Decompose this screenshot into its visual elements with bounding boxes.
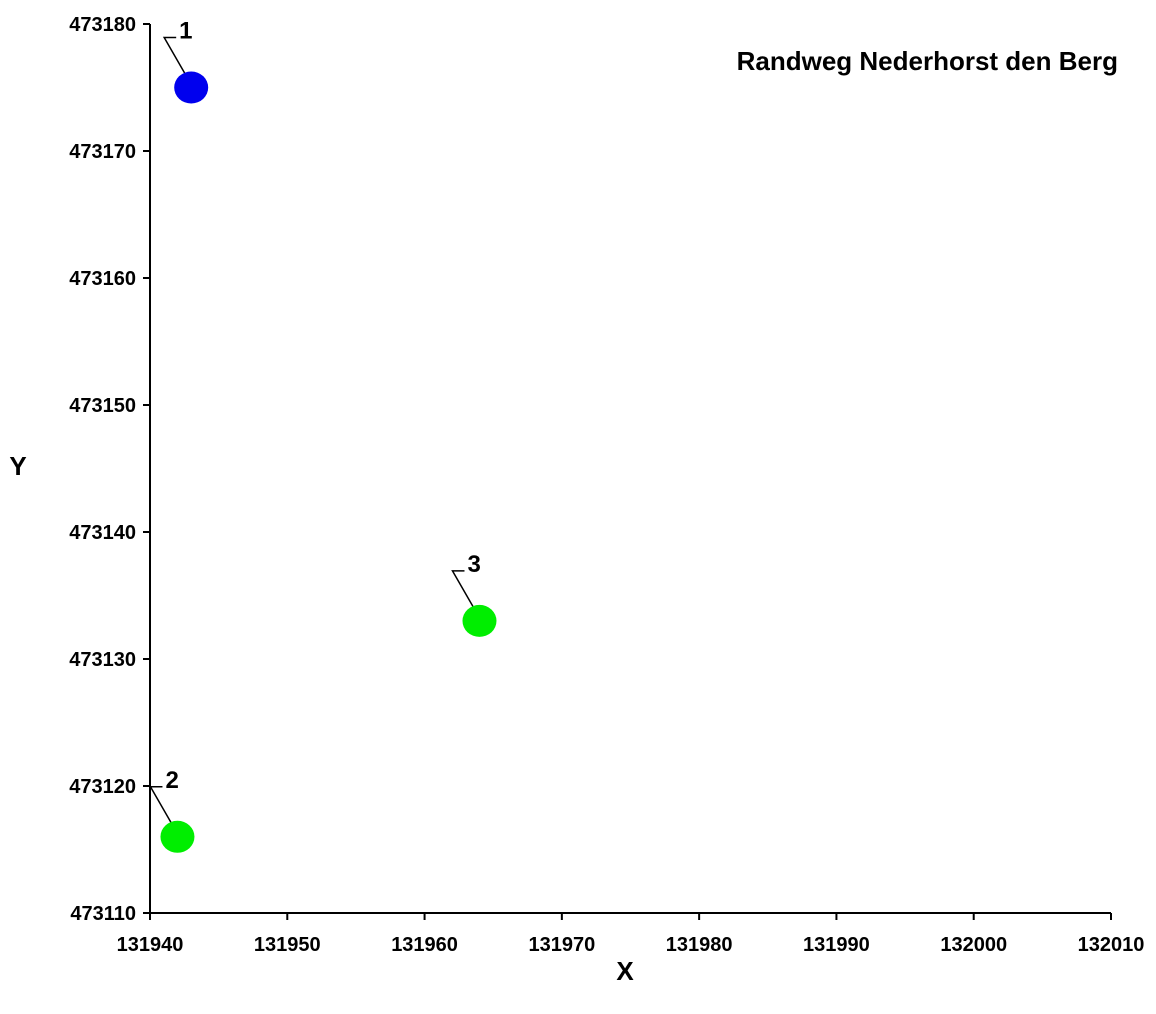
y-tick-label: 473120 bbox=[69, 776, 136, 798]
x-tick-label: 131950 bbox=[254, 934, 321, 956]
y-tick-label: 473110 bbox=[70, 903, 136, 925]
x-tick-label: 131990 bbox=[803, 934, 870, 956]
point-2-marker bbox=[160, 820, 195, 853]
y-tick-label: 473130 bbox=[69, 649, 136, 671]
x-axis-ticks: 131940 131950 131960 131970 131980 131990 1320… bbox=[117, 913, 1145, 956]
x-tick-label: 132000 bbox=[940, 934, 1007, 956]
point-3-marker bbox=[462, 604, 497, 637]
point-2-leader-line bbox=[149, 786, 175, 828]
y-tick-label: 473140 bbox=[69, 522, 136, 544]
x-tick-label: 131960 bbox=[391, 934, 458, 956]
point-1-marker bbox=[174, 71, 209, 104]
x-tick-label: 131980 bbox=[666, 934, 733, 956]
point-3-leader-line bbox=[451, 570, 477, 612]
y-axis-title: Y bbox=[9, 451, 26, 481]
chart-title: Randweg Nederhorst den Berg bbox=[737, 46, 1118, 76]
data-points: 1 2 3 bbox=[149, 18, 497, 853]
x-axis-title: X bbox=[616, 956, 634, 986]
y-tick-label: 473150 bbox=[69, 395, 136, 417]
y-tick-label: 473160 bbox=[69, 268, 136, 290]
point-1-leader-line bbox=[162, 36, 188, 78]
x-tick-label: 131940 bbox=[117, 934, 184, 956]
point-1-label: 1 bbox=[179, 18, 192, 45]
point-2-label: 2 bbox=[165, 767, 178, 794]
y-tick-label: 473170 bbox=[69, 141, 136, 163]
y-tick-label: 473180 bbox=[69, 14, 136, 36]
x-tick-label: 131970 bbox=[528, 934, 595, 956]
y-axis-ticks: 473180 473170 473160 473150 473140 473130 4731… bbox=[69, 14, 150, 925]
point-3-label: 3 bbox=[467, 551, 480, 578]
x-tick-label: 132010 bbox=[1078, 934, 1145, 956]
